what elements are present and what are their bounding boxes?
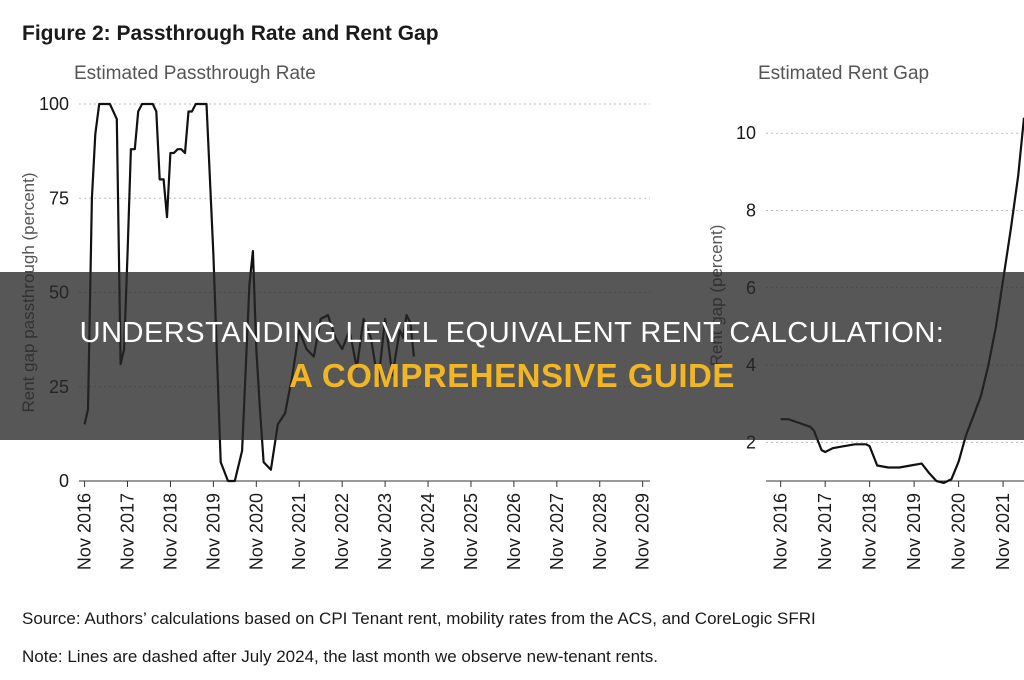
passthrough-x-tick-label: Nov 2016: [75, 493, 95, 570]
passthrough-x-tick-label: Nov 2027: [547, 493, 567, 570]
passthrough-x-tick-label: Nov 2019: [203, 493, 223, 570]
rent-gap-y-tick-label: 2: [746, 432, 756, 452]
passthrough-x-tick-label: Nov 2029: [633, 493, 653, 570]
banner-title-line2: A COMPREHENSIVE GUIDE: [289, 357, 735, 394]
passthrough-x-tick-label: Nov 2025: [461, 493, 481, 570]
passthrough-x-tick-label: Nov 2018: [160, 493, 180, 570]
passthrough-y-tick-label: 100: [39, 94, 69, 114]
source-note: Source: Authors’ calculations based on C…: [22, 609, 816, 628]
rent-gap-x-tick-label: Nov 2016: [771, 493, 791, 570]
passthrough-x-tick-label: Nov 2024: [418, 493, 438, 570]
passthrough-x-tick-label: Nov 2022: [332, 493, 352, 570]
rent-gap-x-tick-label: Nov 2020: [949, 493, 969, 570]
rent-gap-title: Estimated Rent Gap: [758, 63, 929, 84]
rent-gap-x-tick-label: Nov 2021: [993, 493, 1013, 570]
passthrough-x-tick-label: Nov 2017: [118, 493, 138, 570]
rent-gap-x-tick-label: Nov 2018: [860, 493, 880, 570]
passthrough-x-tick-label: Nov 2020: [246, 493, 266, 570]
passthrough-x-tick-label: Nov 2023: [375, 493, 395, 570]
passthrough-x-tick-label: Nov 2021: [289, 493, 309, 570]
banner-title-line1: UNDERSTANDING LEVEL EQUIVALENT RENT CALC…: [79, 317, 945, 349]
rent-gap-x-tick-label: Nov 2017: [815, 493, 835, 570]
rent-gap-y-tick-label: 8: [746, 200, 756, 220]
passthrough-x-tick-label: Nov 2028: [590, 493, 610, 570]
dash-note: Note: Lines are dashed after July 2024, …: [22, 647, 658, 666]
rent-gap-x-tick-label: Nov 2019: [904, 493, 924, 570]
rent-gap-y-tick-label: 10: [736, 123, 756, 143]
passthrough-x-tick-label: Nov 2026: [504, 493, 524, 570]
passthrough-title: Estimated Passthrough Rate: [74, 63, 316, 84]
title-banner: UNDERSTANDING LEVEL EQUIVALENT RENT CALC…: [0, 272, 1024, 440]
figure-title: Figure 2: Passthrough Rate and Rent Gap: [22, 22, 439, 45]
passthrough-y-tick-label: 0: [59, 471, 69, 491]
passthrough-y-tick-label: 75: [49, 188, 69, 208]
